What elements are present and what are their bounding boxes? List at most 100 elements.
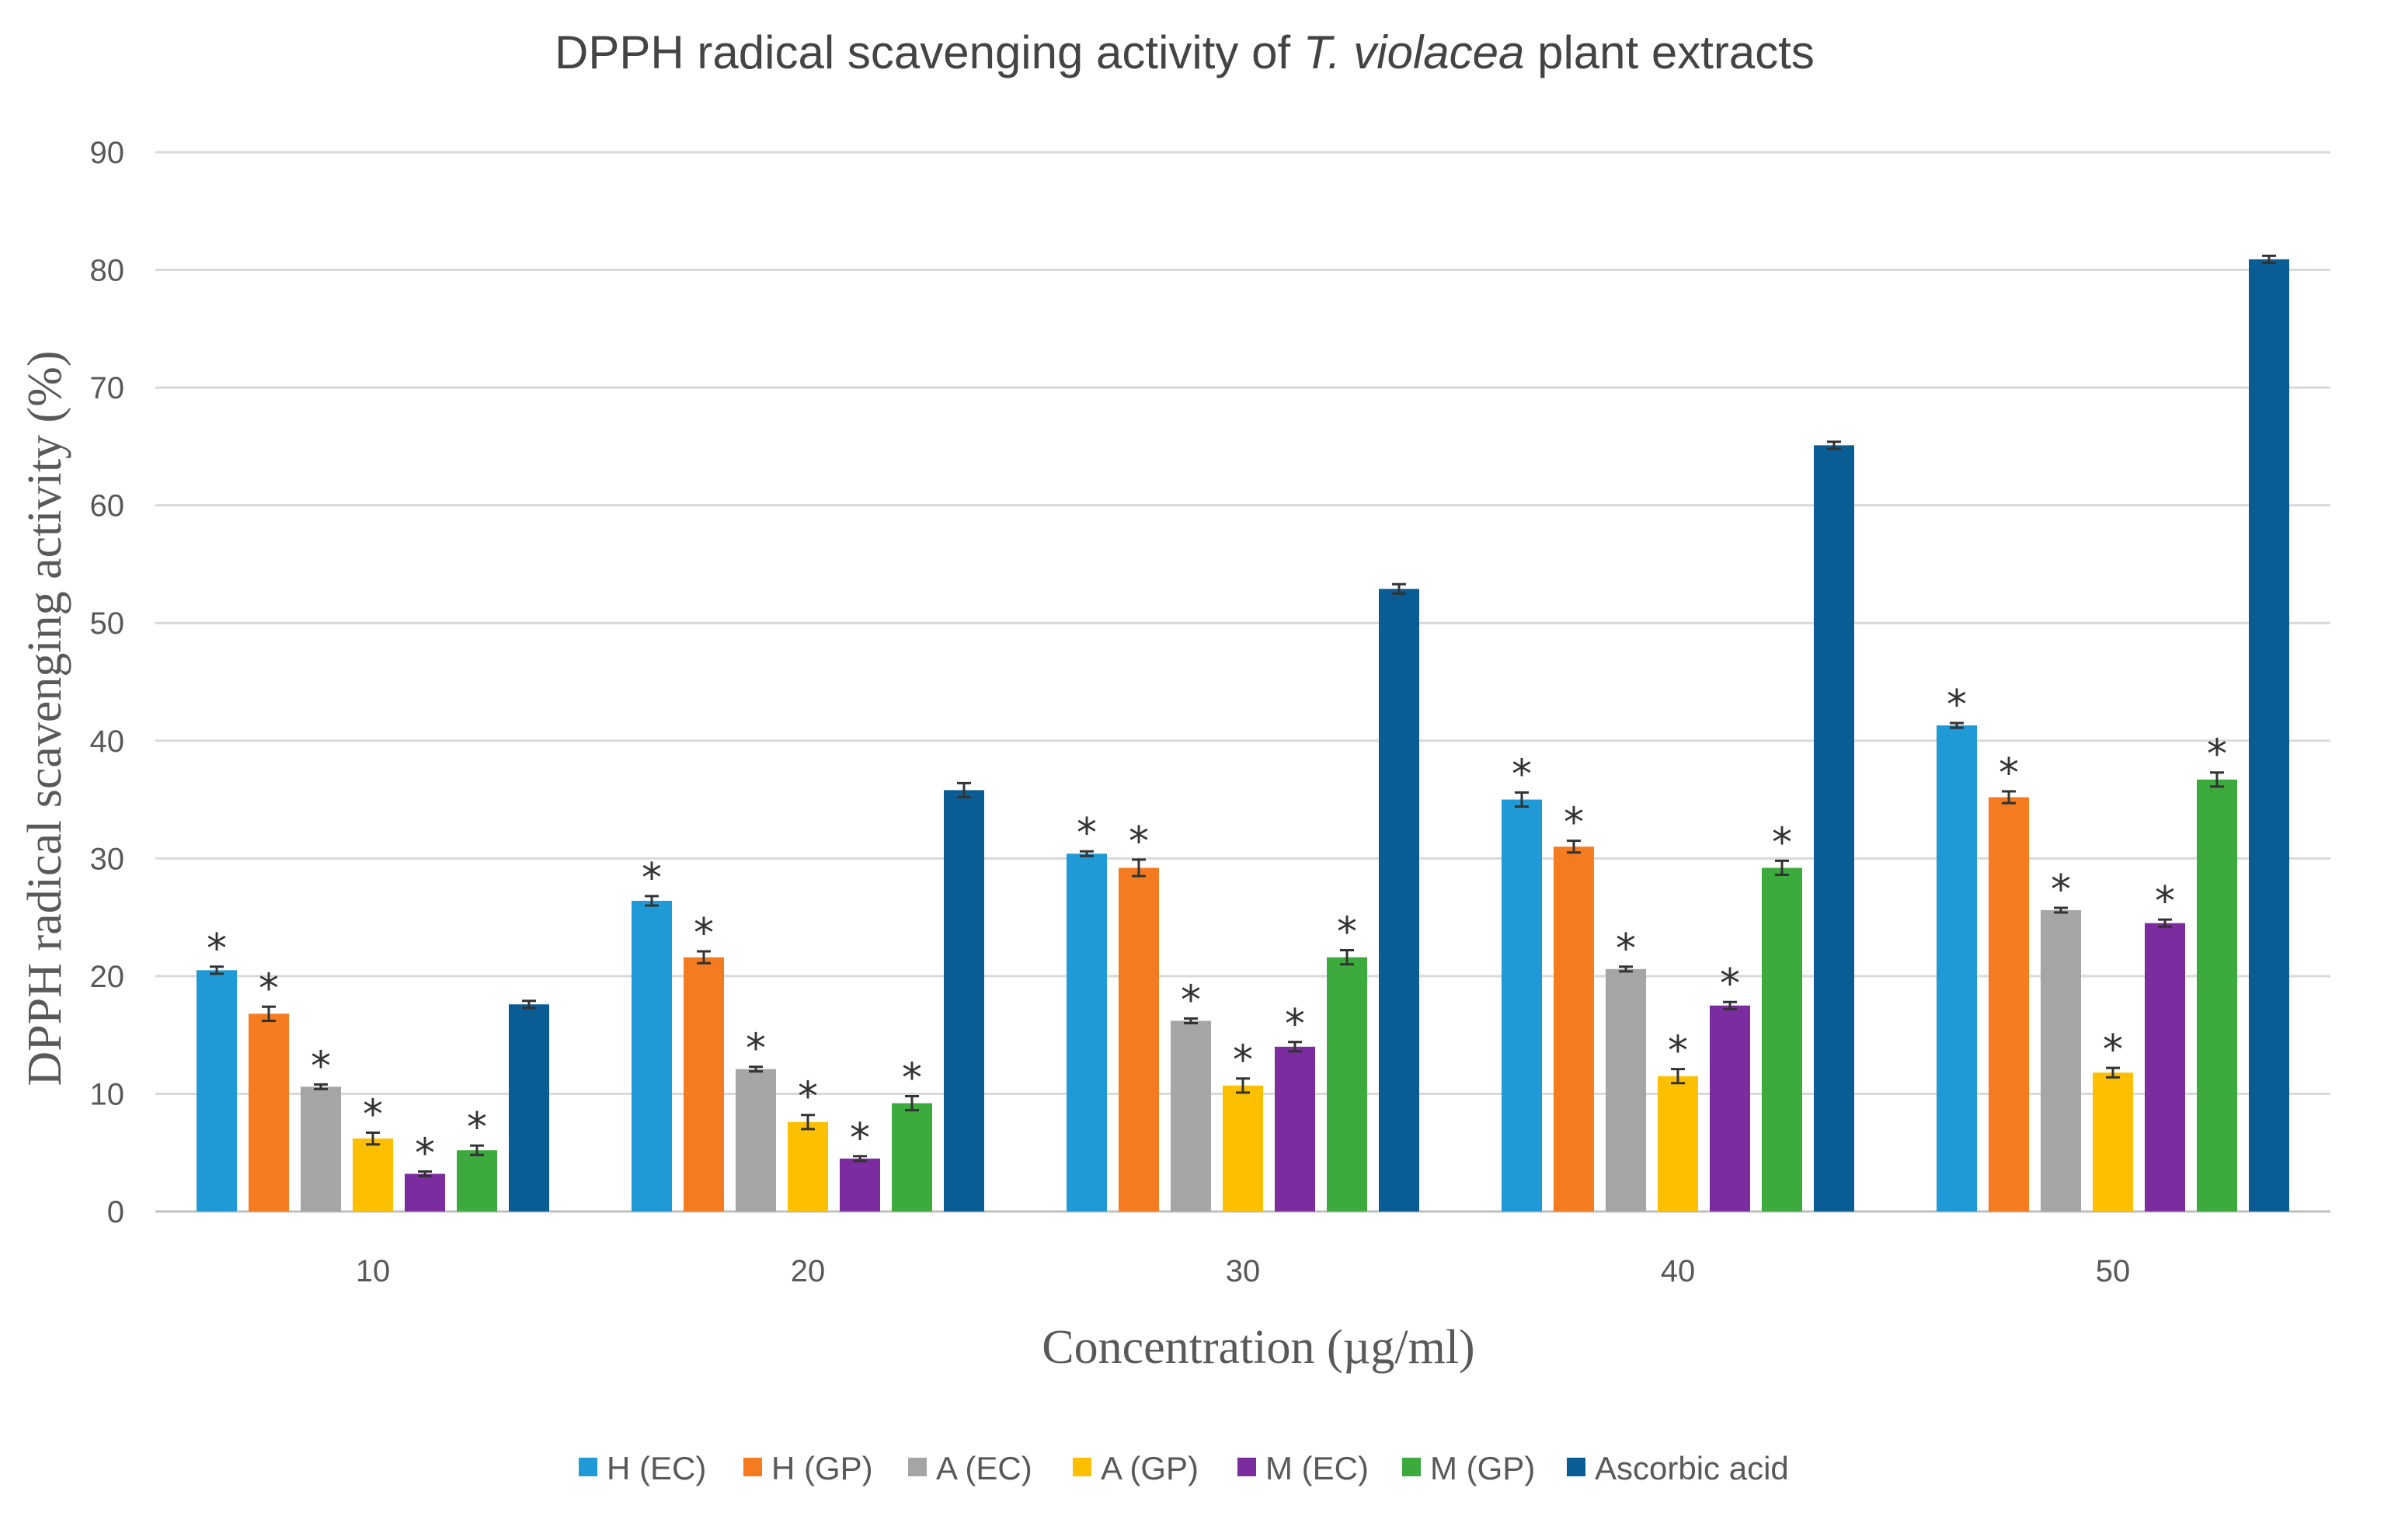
significance-marker: * [363, 1091, 383, 1138]
significance-marker: * [2103, 1027, 2123, 1073]
bar [1606, 968, 1646, 1211]
significance-marker: * [1233, 1038, 1253, 1084]
y-tick-label: 40 [90, 725, 125, 759]
significance-marker: * [2051, 867, 2071, 913]
legend-item: A (EC) [908, 1450, 1032, 1486]
bar [1762, 867, 1802, 1211]
significance-marker: * [1720, 961, 1740, 1007]
bar [1937, 725, 1977, 1211]
significance-marker: * [311, 1043, 331, 1090]
significance-marker: * [1772, 819, 1792, 866]
bar [301, 1086, 341, 1211]
legend-label: M (GP) [1430, 1450, 1535, 1486]
bar [944, 790, 984, 1211]
legend-item: A (GP) [1073, 1450, 1199, 1486]
significance-marker: * [1947, 682, 1967, 728]
x-axis-ticks: 10 20 30 40 50 [356, 1254, 2131, 1288]
bars: * * * * * * * * * * * * * * * * * * * * * * * * * * * * * * [197, 254, 2289, 1212]
bar [1710, 1005, 1750, 1211]
legend-label: M (EC) [1265, 1450, 1369, 1486]
x-tick-label: 30 [1226, 1254, 1261, 1288]
bar [1379, 589, 1419, 1211]
legend-item: Ascorbic acid [1567, 1450, 1789, 1486]
y-tick-label: 70 [90, 371, 125, 405]
y-tick-label: 50 [90, 607, 125, 641]
significance-marker: * [1668, 1028, 1688, 1075]
bar [197, 970, 237, 1211]
x-axis-title: Concentration (µg/ml) [1042, 1321, 1474, 1374]
significance-marker: * [1999, 750, 2019, 797]
legend-item: H (GP) [743, 1450, 873, 1486]
significance-marker: * [207, 926, 227, 972]
legend-swatch [743, 1458, 762, 1476]
significance-marker: * [1512, 751, 1532, 798]
significance-marker: * [259, 965, 279, 1012]
legend-label: A (EC) [936, 1450, 1032, 1486]
bar [2093, 1072, 2133, 1211]
x-tick-label: 20 [791, 1254, 826, 1288]
bar [249, 1013, 289, 1211]
significance-marker: * [2207, 732, 2227, 778]
bar [2249, 259, 2289, 1212]
bar [736, 1069, 776, 1211]
bar [1275, 1046, 1315, 1211]
legend-label: A (GP) [1101, 1450, 1199, 1486]
bar [1327, 957, 1367, 1211]
legend-item: M (EC) [1237, 1450, 1369, 1486]
bar [2145, 923, 2185, 1211]
significance-marker: * [642, 855, 662, 902]
significance-marker: * [850, 1115, 870, 1162]
significance-marker: * [467, 1104, 487, 1151]
bar [1119, 867, 1159, 1211]
legend-label: Ascorbic acid [1595, 1450, 1789, 1486]
significance-marker: * [1337, 909, 1357, 956]
bar [1989, 797, 2029, 1211]
legend-swatch [908, 1458, 927, 1476]
chart-title-suffix: plant extracts [1524, 26, 1815, 78]
x-tick-label: 10 [356, 1254, 391, 1288]
bar [509, 1004, 549, 1211]
bar [632, 900, 672, 1211]
bar [1502, 799, 1542, 1211]
significance-marker: * [902, 1055, 922, 1101]
significance-marker: * [746, 1026, 766, 1072]
chart-title-italic: T. violacea [1303, 26, 1525, 78]
y-axis-ticks: 0 10 20 30 40 50 60 70 80 90 [90, 136, 125, 1229]
legend: H (EC) H (GP) A (EC) A (GP) M (EC) M (GP) Asco… [579, 1450, 1789, 1486]
legend-swatch [1567, 1458, 1585, 1476]
bar [892, 1103, 932, 1211]
y-tick-label: 20 [90, 960, 125, 994]
y-tick-label: 90 [90, 136, 125, 170]
chart-title: DPPH radical scavenging activity of T. v… [555, 26, 1815, 78]
significance-marker: * [415, 1130, 435, 1177]
significance-marker: * [1564, 800, 1584, 846]
bar [840, 1158, 880, 1211]
legend-item: M (GP) [1402, 1450, 1535, 1486]
legend-label: H (EC) [607, 1450, 706, 1486]
legend-swatch [1073, 1458, 1091, 1476]
bar [684, 957, 724, 1211]
chart-title-prefix: DPPH radical scavenging activity of [555, 26, 1303, 78]
bar [1658, 1076, 1698, 1211]
y-tick-label: 10 [90, 1077, 125, 1111]
bar [1814, 445, 1854, 1211]
x-tick-label: 50 [2096, 1254, 2131, 1288]
bar [405, 1173, 445, 1211]
bar [353, 1138, 393, 1211]
significance-marker: * [1129, 819, 1149, 865]
bar [2197, 779, 2237, 1211]
bar [1554, 846, 1594, 1211]
legend-item: H (EC) [579, 1450, 706, 1486]
significance-marker: * [2155, 878, 2175, 925]
legend-swatch [579, 1458, 597, 1476]
bar [2041, 910, 2081, 1211]
significance-marker: * [1077, 810, 1097, 857]
significance-marker: * [694, 910, 714, 957]
y-tick-label: 30 [90, 842, 125, 876]
y-tick-label: 80 [90, 254, 125, 288]
x-tick-label: 40 [1661, 1254, 1696, 1288]
y-tick-label: 60 [90, 489, 125, 523]
y-tick-label: 0 [107, 1195, 124, 1229]
